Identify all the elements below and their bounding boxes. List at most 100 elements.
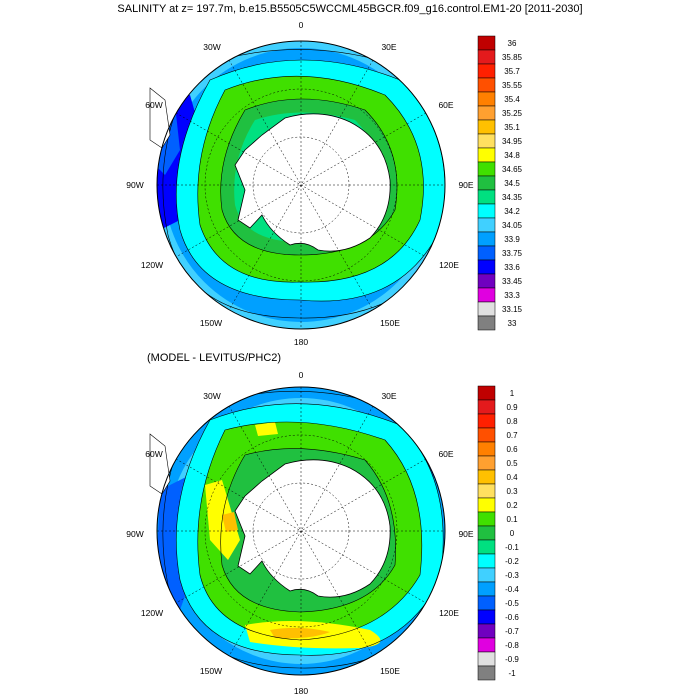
bottom-field-positive-south-core	[270, 627, 330, 639]
bottom-colorbar-swatch	[477, 385, 496, 401]
top-colorbar-label: 33.75	[502, 249, 523, 258]
top-colorbar-label: 34.95	[502, 137, 523, 146]
bottom-colorbar-label: 0.1	[506, 515, 518, 524]
bottom-lon-label: 0	[299, 370, 304, 380]
bottom-lon-label: 120W	[141, 608, 163, 618]
bottom-colorbar-label: -0.1	[505, 543, 519, 552]
top-colorbar-label: 35.25	[502, 109, 523, 118]
bottom-colorbar-swatch	[477, 511, 496, 527]
bottom-colorbar-label: 0.3	[506, 487, 518, 496]
top-lon-label: 60W	[145, 100, 162, 110]
top-colorbar-swatch	[477, 77, 496, 93]
bottom-colorbar-label: 0.6	[506, 445, 518, 454]
top-colorbar-label: 34.5	[504, 179, 520, 188]
top-colorbar-label: 34.8	[504, 151, 520, 160]
top-colorbar-swatch	[477, 49, 496, 65]
top-colorbar-swatch	[477, 287, 496, 303]
bottom-field-positive-north	[255, 422, 278, 436]
top-colorbar-swatch	[477, 315, 496, 331]
bottom-colorbar: 1 0.9 0.8 0.7 0.6 0.5 0.4 0.3 0.2 0.1 0 -0.1 -0.2 -0.…	[477, 385, 519, 681]
top-south-america-landmass	[149, 87, 171, 149]
top-colorbar-swatch	[477, 203, 496, 219]
top-lon-label: 30W	[203, 42, 220, 52]
bottom-field-positive-west-core	[222, 512, 238, 532]
top-lon-label: 150E	[380, 318, 400, 328]
bottom-colorbar-label: 0.2	[506, 501, 518, 510]
top-colorbar-swatch	[477, 35, 496, 51]
bottom-colorbar-label: -0.3	[505, 571, 519, 580]
bottom-lon-label: 60W	[145, 449, 162, 459]
bottom-colorbar-swatch	[477, 665, 496, 681]
top-colorbar-swatch	[477, 91, 496, 107]
top-colorbar: 36 35.85 35.7 35.55 35.4 35.25 35.1 34.95 34.8 34…	[477, 35, 523, 331]
top-colorbar-label: 35.7	[504, 67, 520, 76]
bottom-colorbar-label: -1	[508, 669, 516, 678]
top-lon-label: 90W	[126, 180, 143, 190]
top-colorbar-swatch	[477, 175, 496, 191]
top-colorbar-swatch	[477, 119, 496, 135]
top-lon-label: 120W	[141, 260, 163, 270]
top-colorbar-label: 36	[508, 39, 517, 48]
bottom-field-positive-west	[205, 480, 240, 560]
top-colorbar-swatch	[477, 63, 496, 79]
bottom-colorbar-swatch	[477, 455, 496, 471]
top-colorbar-label: 35.55	[502, 81, 523, 90]
bottom-lon-label: 60E	[438, 449, 453, 459]
bottom-colorbar-label: -0.9	[505, 655, 519, 664]
bottom-colorbar-label: 0.9	[506, 403, 518, 412]
top-polar-map: 0 30E 60E 90E 120E 150E 180 150W 120W 90…	[126, 20, 522, 347]
bottom-colorbar-label: 0.4	[506, 473, 518, 482]
bottom-lon-label: 180	[294, 686, 308, 696]
bottom-colorbar-label: -0.2	[505, 557, 519, 566]
bottom-antarctica-landmass	[234, 459, 391, 598]
top-colorbar-label: 33.9	[504, 235, 520, 244]
bottom-colorbar-label: 1	[510, 389, 515, 398]
top-colorbar-label: 33	[508, 319, 517, 328]
bottom-colorbar-label: 0.5	[506, 459, 518, 468]
bottom-colorbar-swatch	[477, 595, 496, 611]
top-graticule	[157, 41, 445, 329]
bottom-lon-label: 150W	[200, 666, 222, 676]
top-colorbar-label: 35.4	[504, 95, 520, 104]
top-map-title: SALINITY at z= 197.7m, b.e15.B5505C5WCCM…	[117, 3, 583, 15]
bottom-colorbar-swatch	[477, 469, 496, 485]
bottom-colorbar-swatch	[477, 441, 496, 457]
top-colorbar-swatch	[477, 147, 496, 163]
bottom-colorbar-label: 0.7	[506, 431, 518, 440]
bottom-colorbar-label: -0.8	[505, 641, 519, 650]
top-lon-label: 30E	[381, 42, 396, 52]
bottom-polar-map: 0 30E 60E 90E 120E 150E 180 150W 120W 90…	[126, 370, 519, 696]
top-colorbar-swatch	[477, 231, 496, 247]
bottom-map-border	[156, 386, 446, 676]
top-colorbar-label: 35.1	[504, 123, 520, 132]
top-colorbar-label: 33.3	[504, 291, 520, 300]
top-map-border	[156, 40, 446, 330]
top-colorbar-swatch	[477, 189, 496, 205]
top-lon-label: 150W	[200, 318, 222, 328]
bottom-colorbar-swatch	[477, 413, 496, 429]
top-colorbar-swatch	[477, 105, 496, 121]
bottom-colorbar-label: -0.4	[505, 585, 519, 594]
bottom-map-title: (MODEL - LEVITUS/PHC2)	[147, 352, 282, 364]
top-lon-label: 120E	[439, 260, 459, 270]
bottom-colorbar-swatch	[477, 553, 496, 569]
top-colorbar-label: 34.35	[502, 193, 523, 202]
top-lon-label: 90E	[458, 180, 473, 190]
bottom-colorbar-label: -0.5	[505, 599, 519, 608]
top-colorbar-label: 33.15	[502, 305, 523, 314]
top-colorbar-swatch	[477, 217, 496, 233]
bottom-south-america-landmass	[149, 433, 171, 495]
top-colorbar-swatch	[477, 133, 496, 149]
top-lon-label: 180	[294, 337, 308, 347]
top-longitude-labels: 0 30E 60E 90E 120E 150E 180 150W 120W 90…	[126, 20, 474, 347]
top-colorbar-swatch	[477, 161, 496, 177]
bottom-lon-label: 30W	[203, 391, 220, 401]
top-lon-label: 0	[299, 20, 304, 30]
bottom-graticule	[157, 387, 445, 675]
top-colorbar-swatch	[477, 273, 496, 289]
bottom-colorbar-label: 0	[510, 529, 515, 538]
bottom-colorbar-swatch	[477, 539, 496, 555]
bottom-longitude-labels: 0 30E 60E 90E 120E 150E 180 150W 120W 90…	[126, 370, 474, 696]
bottom-colorbar-swatch	[477, 525, 496, 541]
